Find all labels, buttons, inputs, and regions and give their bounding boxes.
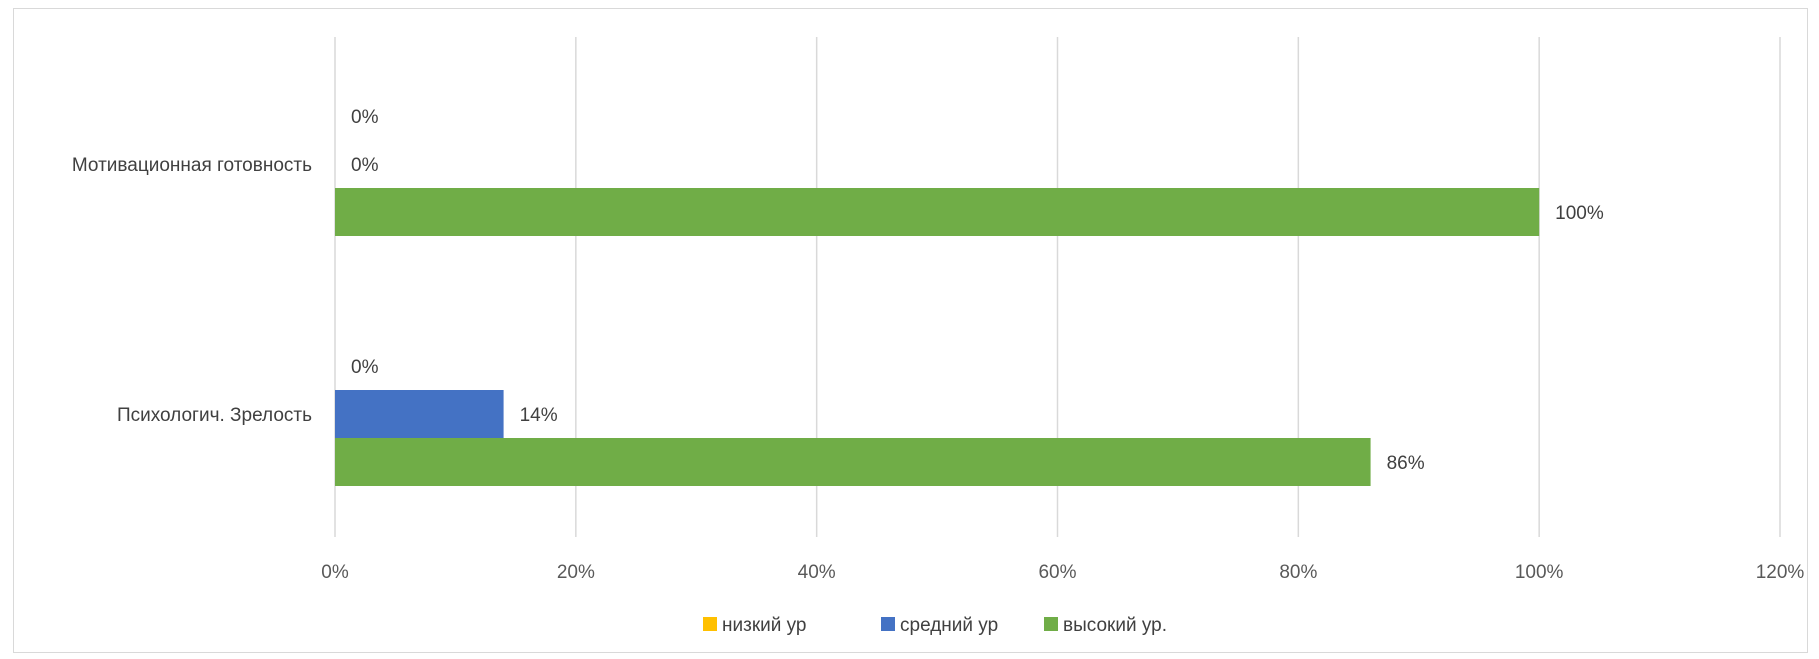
legend-swatch <box>881 617 895 631</box>
data-label: 86% <box>1387 453 1425 474</box>
chart-frame <box>13 8 1808 653</box>
data-label: 14% <box>520 405 558 426</box>
data-label: 0% <box>351 155 379 176</box>
legend-swatch <box>703 617 717 631</box>
x-tick-label: 0% <box>321 562 349 583</box>
bar <box>335 438 1371 486</box>
x-tick-label: 120% <box>1756 562 1805 583</box>
legend-label: средний ур <box>900 615 998 636</box>
x-tick-label: 80% <box>1279 562 1317 583</box>
data-label: 0% <box>351 107 379 128</box>
data-label: 100% <box>1555 203 1604 224</box>
bar <box>335 188 1540 236</box>
data-label: 0% <box>351 357 379 378</box>
legend-label: высокий ур. <box>1063 615 1167 636</box>
bar <box>335 390 504 438</box>
legend-swatch <box>1044 617 1058 631</box>
legend-label: низкий ур <box>722 615 807 636</box>
x-tick-label: 40% <box>798 562 836 583</box>
x-tick-label: 100% <box>1515 562 1564 583</box>
x-tick-label: 20% <box>557 562 595 583</box>
category-label: Психологич. Зрелость <box>117 405 312 426</box>
x-tick-label: 60% <box>1038 562 1076 583</box>
category-label: Мотивационная готовность <box>72 155 312 176</box>
